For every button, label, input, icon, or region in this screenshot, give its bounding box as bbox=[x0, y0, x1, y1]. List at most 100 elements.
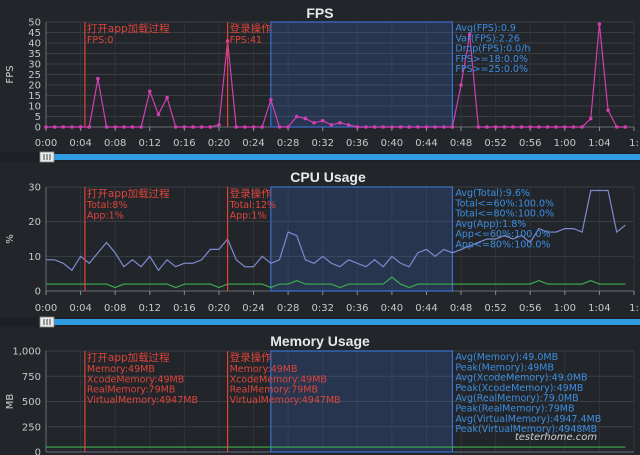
x-tick-label: 0:00 bbox=[35, 303, 57, 314]
data-point bbox=[182, 125, 187, 129]
data-point bbox=[390, 125, 394, 129]
data-point bbox=[312, 121, 316, 125]
x-tick-label: 0:32 bbox=[311, 138, 333, 149]
data-point bbox=[563, 125, 567, 129]
marker-annotation: App:1% bbox=[87, 210, 124, 221]
x-tick-label: 0:56 bbox=[519, 303, 541, 314]
y-tick-label: 500 bbox=[22, 397, 41, 408]
data-point bbox=[139, 125, 143, 129]
x-tick-label: 0:32 bbox=[311, 303, 333, 314]
marker-annotation: FPS:0 bbox=[87, 35, 113, 46]
marker-annotation: RealMemory:79MB bbox=[87, 385, 175, 396]
x-tick-label: 0:16 bbox=[173, 138, 195, 149]
data-point bbox=[104, 125, 109, 129]
stats-annotation: Avg(FPS):0.9 bbox=[455, 23, 516, 34]
series-line-total bbox=[46, 189, 626, 272]
stats-annotation: Total<=60%:100.0% bbox=[454, 198, 554, 209]
x-tick-label: 0:20 bbox=[208, 138, 230, 149]
y-tick-label: 25 bbox=[28, 70, 41, 81]
data-point bbox=[528, 125, 533, 129]
y-tick-label: 1,000 bbox=[12, 347, 41, 358]
stats-annotation: Drop(FPS):0.0/h bbox=[455, 44, 530, 55]
data-point bbox=[614, 125, 619, 129]
data-point bbox=[269, 97, 273, 102]
x-tick-label: 0:00 bbox=[35, 138, 57, 149]
grip-icon[interactable] bbox=[39, 151, 55, 163]
stats-annotation: Avg(VirtualMemory):4947.4MB bbox=[455, 414, 601, 425]
data-point bbox=[96, 76, 100, 81]
data-point bbox=[433, 125, 437, 129]
x-tick-label: 1:04 bbox=[588, 138, 610, 149]
data-point bbox=[52, 125, 57, 129]
data-point bbox=[519, 125, 524, 129]
stats-annotation: Peak(Memory):49MB bbox=[455, 362, 554, 373]
chart-title: Memory Usage bbox=[270, 333, 370, 349]
y-axis-label: FPS bbox=[5, 65, 16, 83]
scrollbar-thumb[interactable] bbox=[54, 154, 640, 160]
data-point bbox=[355, 125, 360, 129]
selection-range[interactable] bbox=[270, 186, 454, 292]
stats-annotation: Avg(Total):9.6% bbox=[455, 188, 530, 199]
data-point bbox=[571, 125, 576, 129]
data-point bbox=[459, 83, 463, 87]
data-point bbox=[338, 121, 342, 125]
event-marker-label: 打开app加载过程 bbox=[87, 351, 170, 364]
x-tick-label: 0:08 bbox=[104, 303, 126, 314]
y-tick-label: 40 bbox=[28, 39, 41, 50]
grip-icon[interactable] bbox=[39, 316, 55, 328]
y-tick-label: 45 bbox=[28, 28, 41, 39]
data-point bbox=[294, 114, 299, 119]
data-point bbox=[554, 125, 558, 129]
data-point bbox=[208, 125, 213, 129]
marker-annotation: VirtualMemory:4947MB bbox=[87, 395, 198, 406]
x-tick-label: 0:16 bbox=[173, 303, 195, 314]
chart-title: CPU Usage bbox=[290, 169, 366, 185]
data-point bbox=[87, 125, 92, 129]
data-point bbox=[243, 125, 247, 129]
x-tick-label: 0:48 bbox=[450, 303, 472, 314]
data-point bbox=[597, 22, 602, 26]
x-tick-label: 1:00 bbox=[554, 303, 576, 314]
event-marker-label: 登录操作 bbox=[230, 187, 272, 200]
marker-annotation: RealMemory:79MB bbox=[230, 385, 318, 396]
x-tick-label: 0:48 bbox=[450, 138, 472, 149]
x-tick-label: 0:40 bbox=[381, 303, 403, 314]
data-point bbox=[623, 125, 628, 129]
x-tick-label: 0:36 bbox=[346, 138, 368, 149]
data-point bbox=[234, 125, 239, 129]
chart-title: FPS bbox=[306, 5, 333, 21]
data-point bbox=[286, 125, 290, 129]
scrollbar-thumb[interactable] bbox=[54, 319, 640, 325]
marker-annotation: Total:8% bbox=[86, 200, 127, 211]
y-tick-label: 0 bbox=[35, 448, 41, 455]
x-tick-label: 0:44 bbox=[415, 138, 437, 149]
x-tick-label: 0:24 bbox=[242, 303, 264, 314]
data-point bbox=[61, 125, 66, 129]
stats-annotation: Total<=80%:100.0% bbox=[454, 209, 554, 220]
y-axis-label: MB bbox=[5, 394, 16, 410]
event-marker-label: 打开app加载过程 bbox=[87, 22, 170, 35]
y-tick-label: 0 bbox=[35, 287, 41, 298]
selection-range[interactable] bbox=[270, 21, 454, 128]
data-point bbox=[44, 125, 48, 129]
data-point bbox=[424, 125, 429, 129]
data-point bbox=[78, 125, 83, 129]
stats-annotation: Peak(XcodeMemory):49MB bbox=[455, 383, 583, 394]
data-point bbox=[537, 125, 541, 129]
data-point bbox=[467, 32, 472, 37]
data-point bbox=[173, 125, 178, 129]
data-point bbox=[113, 125, 117, 129]
data-point bbox=[260, 125, 264, 129]
stats-annotation: Avg(App):1.8% bbox=[455, 219, 526, 230]
series-line-app bbox=[46, 276, 626, 289]
y-tick-label: 5 bbox=[35, 112, 41, 123]
y-tick-label: 10 bbox=[28, 252, 41, 263]
x-tick-label: 1: bbox=[629, 303, 639, 314]
marker-annotation: VirtualMemory:4947MB bbox=[230, 395, 341, 406]
x-tick-label: 0:28 bbox=[277, 303, 299, 314]
y-tick-label: 750 bbox=[22, 372, 41, 383]
y-tick-label: 35 bbox=[28, 49, 41, 60]
selection-range[interactable] bbox=[270, 350, 454, 453]
